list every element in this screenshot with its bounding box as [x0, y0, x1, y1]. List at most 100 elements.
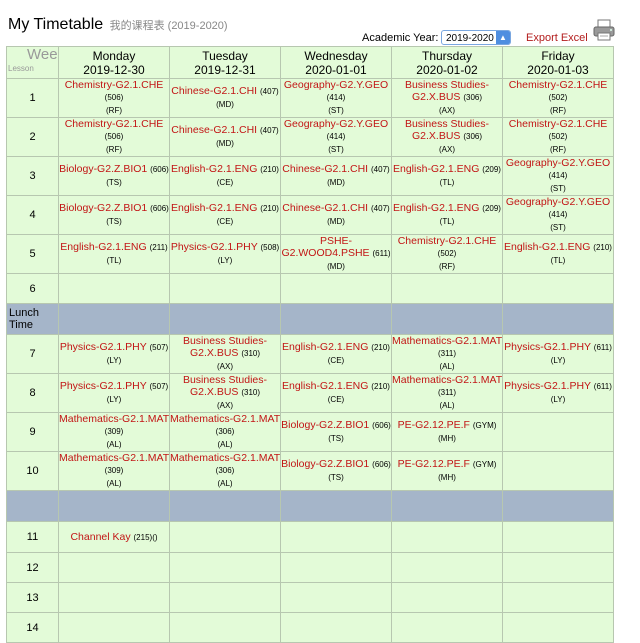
subject-name[interactable]: English-G2.1.ENG [171, 202, 258, 214]
subject-name[interactable]: Business Studies-G2.X.BUS [182, 374, 268, 399]
room-number: (210) [371, 382, 390, 391]
timetable-cell[interactable]: Geography-G2.Y.GEO (414) (ST) [502, 156, 614, 196]
timetable-cell[interactable]: Mathematics-G2.1.MAT (311) (AL) [391, 334, 503, 374]
subject-name[interactable]: Geography-G2.Y.GEO [283, 79, 389, 92]
timetable-cell[interactable]: English-G2.1.ENG (210) (CE) [169, 156, 281, 196]
subject-name[interactable]: Mathematics-G2.1.MAT [170, 452, 280, 465]
teacher-code: (AL) [217, 440, 233, 449]
timetable-cell[interactable]: PSHE-G2.WOOD4.PSHE (611) (MD) [280, 234, 392, 274]
subject-name[interactable]: English-G2.1.ENG [504, 241, 591, 253]
subject-name[interactable]: Physics-G2.1.PHY [170, 241, 258, 253]
timetable-cell[interactable]: Chemistry-G2.1.CHE (502) (RF) [502, 78, 614, 118]
timetable-cell[interactable]: Physics-G2.1.PHY (508) (LY) [169, 234, 281, 274]
timetable-cell[interactable]: Physics-G2.1.PHY (611) (LY) [502, 334, 614, 374]
timetable-cell[interactable]: Business Studies-G2.X.BUS (310) (AX) [169, 373, 281, 413]
timetable-cell[interactable]: Geography-G2.Y.GEO (414) (ST) [280, 78, 392, 118]
timetable-cell[interactable]: Business Studies-G2.X.BUS (310) (AX) [169, 334, 281, 374]
subject-name[interactable]: Biology-G2.Z.BIO1 [59, 163, 148, 175]
subject-name[interactable]: English-G2.1.ENG [171, 163, 258, 175]
subject-name[interactable]: Biology-G2.Z.BIO1 [59, 202, 148, 214]
timetable-cell[interactable]: Physics-G2.1.PHY (611) (LY) [502, 373, 614, 413]
timetable-cell[interactable]: Chemistry-G2.1.CHE (506) (RF) [58, 117, 170, 157]
subject-name[interactable]: Chinese-G2.1.CHI [282, 202, 369, 214]
timetable-cell[interactable]: Biology-G2.Z.BIO1 (606) (TS) [58, 195, 170, 235]
timetable-cell[interactable]: Mathematics-G2.1.MAT (306) (AL) [169, 451, 281, 491]
subject-name[interactable]: Chinese-G2.1.CHI [282, 163, 369, 175]
timetable-cell[interactable]: Mathematics-G2.1.MAT (306) (AL) [169, 412, 281, 452]
export-excel-link[interactable]: Export Excel [526, 32, 588, 44]
subject-name[interactable]: Biology-G2.Z.BIO1 [281, 419, 370, 431]
subject-name[interactable]: Chinese-G2.1.CHI [171, 124, 258, 136]
timetable-cell[interactable]: English-G2.1.ENG (211) (TL) [58, 234, 170, 274]
academic-year-select[interactable]: 2019-2020 ▲ [441, 30, 511, 45]
timetable-cell[interactable]: Mathematics-G2.1.MAT (311) (AL) [391, 373, 503, 413]
timetable-cell[interactable]: Business Studies-G2.X.BUS (306) (AX) [391, 78, 503, 118]
timetable-cell[interactable]: English-G2.1.ENG (210) (TL) [502, 234, 614, 274]
subject-name[interactable]: Chinese-G2.1.CHI [171, 85, 258, 97]
subject-name[interactable]: Business Studies-G2.X.BUS [404, 79, 490, 104]
timetable-cell[interactable]: English-G2.1.ENG (209) (TL) [391, 156, 503, 196]
timetable-cell[interactable]: Chinese-G2.1.CHI (407) (MD) [280, 156, 392, 196]
timetable-cell[interactable]: Physics-G2.1.PHY (507) (LY) [58, 334, 170, 374]
subject-name[interactable]: Chemistry-G2.1.CHE [508, 79, 608, 92]
timetable-cell[interactable]: Chinese-G2.1.CHI (407) (MD) [280, 195, 392, 235]
subject-name[interactable]: Geography-G2.Y.GEO [505, 196, 611, 209]
subject-name[interactable]: Geography-G2.Y.GEO [505, 157, 611, 170]
teacher-code: () [152, 532, 158, 542]
subject-name[interactable]: Mathematics-G2.1.MAT [392, 335, 502, 348]
subject-name[interactable]: Physics-G2.1.PHY [59, 341, 147, 353]
timetable-cell[interactable]: Biology-G2.Z.BIO1 (606) (TS) [58, 156, 170, 196]
timetable-cell[interactable]: Chinese-G2.1.CHI (407) (MD) [169, 117, 281, 157]
timetable-cell[interactable]: Chemistry-G2.1.CHE (502) (RF) [391, 234, 503, 274]
timetable-cell[interactable]: Chinese-G2.1.CHI (407) (MD) [169, 78, 281, 118]
timetable-cell[interactable]: Business Studies-G2.X.BUS (306) (AX) [391, 117, 503, 157]
timetable-cell[interactable]: Geography-G2.Y.GEO (414) (ST) [502, 195, 614, 235]
timetable-cell[interactable]: Biology-G2.Z.BIO1 (606) (TS) [280, 412, 392, 452]
subject-name[interactable]: Physics-G2.1.PHY [504, 380, 591, 392]
subject-name[interactable]: Physics-G2.1.PHY [504, 341, 591, 353]
timetable-cell[interactable]: PE-G2.12.PE.F (GYM) (MH) [391, 412, 503, 452]
timetable-cell[interactable]: English-G2.1.ENG (210) (CE) [280, 373, 392, 413]
subject-name[interactable]: Mathematics-G2.1.MAT [170, 413, 280, 426]
timetable-cell[interactable]: Biology-G2.Z.BIO1 (606) (TS) [280, 451, 392, 491]
chevron-down-icon[interactable]: ▲ [496, 31, 510, 44]
header: My Timetable 我的课程表 (2019-2020) Academic … [0, 0, 640, 46]
subject-name[interactable]: Chemistry-G2.1.CHE [508, 118, 608, 131]
subject-name[interactable]: Chemistry-G2.1.CHE [64, 118, 164, 131]
subject-name[interactable]: Chemistry-G2.1.CHE [64, 79, 164, 92]
subject-name[interactable]: Geography-G2.Y.GEO [283, 118, 389, 131]
timetable-cell[interactable]: Mathematics-G2.1.MAT (309) (AL) [58, 412, 170, 452]
subject-name[interactable]: PSHE-G2.WOOD4.PSHE [281, 235, 370, 260]
timetable-cell[interactable]: English-G2.1.ENG (209) (TL) [391, 195, 503, 235]
subject-name[interactable]: Biology-G2.Z.BIO1 [281, 458, 370, 470]
timetable-cell[interactable]: Physics-G2.1.PHY (507) (LY) [58, 373, 170, 413]
timetable-cell[interactable]: English-G2.1.ENG (210) (CE) [169, 195, 281, 235]
printer-icon[interactable] [592, 18, 616, 42]
timetable-cell[interactable]: Geography-G2.Y.GEO (414) (ST) [280, 117, 392, 157]
timetable-cell[interactable]: Chemistry-G2.1.CHE (506) (RF) [58, 78, 170, 118]
subject-name[interactable]: Mathematics-G2.1.MAT [392, 374, 502, 387]
subject-name[interactable]: English-G2.1.ENG [393, 202, 480, 214]
band-cell [502, 490, 614, 522]
subject-name[interactable]: English-G2.1.ENG [60, 241, 147, 253]
timetable-cell[interactable]: Channel Kay (215)() [58, 521, 170, 553]
subject-name[interactable]: Business Studies-G2.X.BUS [182, 335, 268, 360]
subject-name[interactable]: Business Studies-G2.X.BUS [404, 118, 490, 143]
timetable-cell[interactable]: Mathematics-G2.1.MAT (309) (AL) [58, 451, 170, 491]
subject-name[interactable]: English-G2.1.ENG [282, 380, 369, 392]
subject-name[interactable]: English-G2.1.ENG [282, 341, 369, 353]
teacher-code: (MH) [438, 473, 456, 482]
subject-name[interactable]: PE-G2.12.PE.F [397, 458, 470, 470]
subject-name[interactable]: Channel Kay [70, 530, 131, 543]
timetable-cell[interactable]: Chemistry-G2.1.CHE (502) (RF) [502, 117, 614, 157]
timetable-cell[interactable]: English-G2.1.ENG (210) (CE) [280, 334, 392, 374]
subject-name[interactable]: PE-G2.12.PE.F [397, 419, 470, 431]
band-cell [169, 303, 281, 335]
timetable-cell[interactable]: PE-G2.12.PE.F (GYM) (MH) [391, 451, 503, 491]
subject-name[interactable]: Mathematics-G2.1.MAT [59, 452, 169, 465]
subject-name[interactable]: Chemistry-G2.1.CHE [397, 235, 497, 248]
subject-name[interactable]: Mathematics-G2.1.MAT [59, 413, 169, 426]
teacher-code: (MD) [327, 178, 345, 187]
subject-name[interactable]: English-G2.1.ENG [393, 163, 480, 175]
subject-name[interactable]: Physics-G2.1.PHY [59, 380, 147, 392]
